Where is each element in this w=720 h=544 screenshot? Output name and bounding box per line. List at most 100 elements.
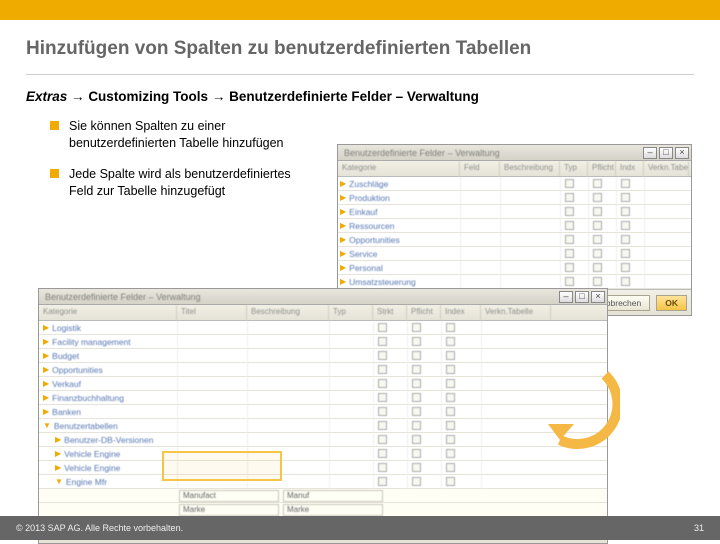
desc-input[interactable]: Manuf: [283, 490, 383, 502]
expand-icon[interactable]: ▼: [55, 477, 63, 486]
checkbox[interactable]: [378, 365, 387, 374]
checkbox[interactable]: [378, 435, 387, 444]
maximize-button[interactable]: □: [575, 291, 589, 303]
checkbox[interactable]: [621, 249, 630, 258]
table-row[interactable]: ▶Logistik: [39, 321, 607, 335]
tree-item[interactable]: ▶Verkauf: [39, 379, 177, 389]
checkbox[interactable]: [621, 221, 630, 230]
ok-button[interactable]: OK: [656, 295, 687, 311]
checkbox[interactable]: [621, 235, 630, 244]
expand-icon[interactable]: ▶: [43, 351, 49, 360]
checkbox[interactable]: [412, 435, 421, 444]
checkbox[interactable]: [565, 221, 574, 230]
tree-item[interactable]: ▶Produktion: [338, 193, 460, 203]
checkbox[interactable]: [412, 407, 421, 416]
checkbox[interactable]: [412, 421, 421, 430]
table-row[interactable]: ▶Zuschläge: [338, 177, 691, 191]
checkbox[interactable]: [446, 365, 455, 374]
tree-item[interactable]: ▶Logistik: [39, 323, 177, 333]
checkbox[interactable]: [446, 407, 455, 416]
checkbox[interactable]: [378, 449, 387, 458]
tree-item[interactable]: ▶Ressourcen: [338, 221, 460, 231]
expand-icon[interactable]: ▶: [43, 323, 49, 332]
expand-icon[interactable]: ▶: [43, 379, 49, 388]
tree-item[interactable]: ▶Einkauf: [338, 207, 460, 217]
checkbox[interactable]: [446, 463, 455, 472]
close-button[interactable]: ×: [591, 291, 605, 303]
tree-item[interactable]: ▶Budget: [39, 351, 177, 361]
table-row[interactable]: ▶Personal: [338, 261, 691, 275]
checkbox[interactable]: [412, 477, 421, 486]
checkbox[interactable]: [378, 393, 387, 402]
tree-item[interactable]: ▶Opportunities: [338, 235, 460, 245]
checkbox[interactable]: [378, 407, 387, 416]
checkbox[interactable]: [378, 421, 387, 430]
expand-icon[interactable]: ▶: [340, 277, 346, 286]
expand-icon[interactable]: ▶: [43, 365, 49, 374]
checkbox[interactable]: [593, 249, 602, 258]
minimize-button[interactable]: –: [559, 291, 573, 303]
tree-item[interactable]: ▶Facility management: [39, 337, 177, 347]
table-row[interactable]: ▼Benutzertabellen: [39, 419, 607, 433]
checkbox[interactable]: [412, 449, 421, 458]
table-row[interactable]: ▶Facility management: [39, 335, 607, 349]
expand-icon[interactable]: ▶: [340, 179, 346, 188]
expand-icon[interactable]: ▶: [340, 235, 346, 244]
checkbox[interactable]: [378, 477, 387, 486]
expand-icon[interactable]: ▶: [340, 249, 346, 258]
tree-item[interactable]: ▶Vehicle Engine: [39, 463, 177, 473]
expand-icon[interactable]: ▼: [43, 421, 51, 430]
checkbox[interactable]: [565, 193, 574, 202]
checkbox[interactable]: [378, 351, 387, 360]
expand-icon[interactable]: ▶: [340, 221, 346, 230]
checkbox[interactable]: [446, 323, 455, 332]
title-input[interactable]: Manufact: [179, 490, 279, 502]
checkbox[interactable]: [621, 277, 630, 286]
checkbox[interactable]: [412, 393, 421, 402]
expand-icon[interactable]: ▶: [43, 337, 49, 346]
checkbox[interactable]: [621, 263, 630, 272]
checkbox[interactable]: [412, 365, 421, 374]
table-row[interactable]: ▶Finanzbuchhaltung: [39, 391, 607, 405]
tree-item[interactable]: ▶Banken: [39, 407, 177, 417]
expand-icon[interactable]: ▶: [340, 263, 346, 272]
checkbox[interactable]: [593, 221, 602, 230]
desc-input[interactable]: Marke: [283, 504, 383, 516]
checkbox[interactable]: [412, 323, 421, 332]
tree-item[interactable]: ▶Finanzbuchhaltung: [39, 393, 177, 403]
checkbox[interactable]: [446, 393, 455, 402]
title-input[interactable]: Marke: [179, 504, 279, 516]
table-row[interactable]: ▶Benutzer-DB-Versionen: [39, 433, 607, 447]
expand-icon[interactable]: ▶: [55, 435, 61, 444]
checkbox[interactable]: [565, 249, 574, 258]
checkbox[interactable]: [446, 421, 455, 430]
checkbox[interactable]: [593, 235, 602, 244]
checkbox[interactable]: [446, 477, 455, 486]
checkbox[interactable]: [565, 277, 574, 286]
checkbox[interactable]: [412, 337, 421, 346]
expand-icon[interactable]: ▶: [43, 407, 49, 416]
checkbox[interactable]: [378, 463, 387, 472]
checkbox[interactable]: [378, 379, 387, 388]
checkbox[interactable]: [565, 263, 574, 272]
checkbox[interactable]: [621, 207, 630, 216]
table-row[interactable]: ▶Banken: [39, 405, 607, 419]
tree-item[interactable]: ▶Personal: [338, 263, 460, 273]
checkbox[interactable]: [593, 179, 602, 188]
expand-icon[interactable]: ▶: [55, 463, 61, 472]
checkbox[interactable]: [593, 193, 602, 202]
maximize-button[interactable]: □: [659, 147, 673, 159]
table-row[interactable]: ▶Verkauf: [39, 377, 607, 391]
checkbox[interactable]: [412, 463, 421, 472]
checkbox[interactable]: [446, 435, 455, 444]
checkbox[interactable]: [565, 207, 574, 216]
expand-icon[interactable]: ▶: [340, 207, 346, 216]
table-row[interactable]: ▼Engine Mfr: [39, 475, 607, 489]
checkbox[interactable]: [565, 179, 574, 188]
checkbox[interactable]: [593, 207, 602, 216]
tree-item[interactable]: ▼Engine Mfr: [39, 477, 177, 487]
table-row[interactable]: ▶Service: [338, 247, 691, 261]
tree-item[interactable]: ▶Service: [338, 249, 460, 259]
expand-icon[interactable]: ▶: [43, 393, 49, 402]
close-button[interactable]: ×: [675, 147, 689, 159]
